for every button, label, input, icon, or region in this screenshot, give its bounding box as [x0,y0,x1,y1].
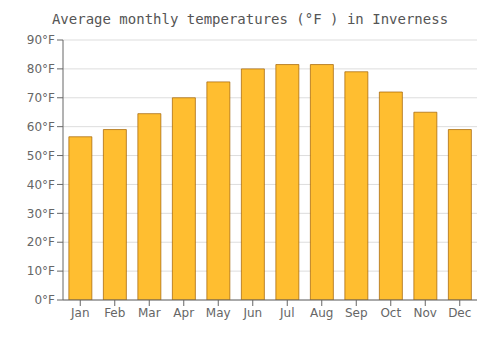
svg-text:10°F: 10°F [27,264,55,278]
svg-text:Apr: Apr [173,306,194,320]
svg-text:40°F: 40°F [27,178,55,192]
svg-text:80°F: 80°F [27,62,55,76]
html-text:Average monthly temperatures (: Average monthly temperatures (°F ) in In… [51,11,449,27]
svg-text:Dec: Dec [448,306,471,320]
svg-text:60°F: 60°F [27,120,55,134]
svg-text:30°F: 30°F [27,207,55,221]
svg-text:Sep: Sep [345,306,368,320]
svg-text:Mar: Mar [138,306,161,320]
svg-text:Jul: Jul [279,306,294,320]
svg-text:20°F: 20°F [27,235,55,249]
svg-text:Oct: Oct [380,306,401,320]
svg-text:70°F: 70°F [27,91,55,105]
svg-text:Aug: Aug [310,306,333,320]
svg-text:Jan: Jan [70,306,90,320]
svg-text:May: May [206,306,231,320]
svg-text:90°F: 90°F [27,33,55,47]
svg-text:Nov: Nov [414,306,437,320]
svg-text:0°F: 0°F [34,293,55,307]
svg-text:Jun: Jun [242,306,262,320]
svg-text:50°F: 50°F [27,149,55,163]
svg-text:Feb: Feb [104,306,125,320]
